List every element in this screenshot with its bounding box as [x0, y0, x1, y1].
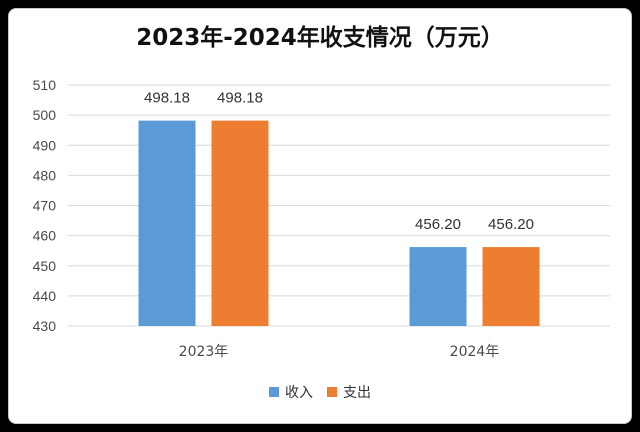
- data-label: 498.18: [217, 90, 263, 107]
- data-label: 456.20: [415, 216, 461, 233]
- x-tick-label: 2024年: [450, 344, 500, 360]
- x-tick-label: 2023年: [179, 344, 229, 360]
- chart-title: 2023年-2024年收支情况（万元）: [136, 25, 504, 51]
- y-tick-label: 470: [33, 198, 57, 214]
- y-tick-label: 500: [33, 107, 57, 123]
- y-tick-label: 450: [33, 258, 57, 274]
- y-tick-label: 490: [33, 137, 57, 153]
- bar: [409, 247, 467, 326]
- chart-legend: 收入 支出: [0, 382, 640, 402]
- y-tick-label: 460: [33, 228, 57, 244]
- bar: [482, 247, 540, 326]
- data-label: 498.18: [144, 90, 190, 107]
- y-tick-label: 510: [33, 77, 57, 93]
- legend-label-income: 收入: [285, 385, 313, 401]
- y-tick-label: 430: [33, 318, 57, 334]
- legend-swatch-expense: [327, 387, 337, 397]
- legend-item-income: 收入: [269, 382, 313, 402]
- y-tick-label: 480: [33, 167, 57, 183]
- y-tick-label: 440: [33, 288, 57, 304]
- legend-item-expense: 支出: [327, 382, 371, 402]
- legend-swatch-income: [269, 387, 279, 397]
- chart-frame: [8, 8, 632, 424]
- bar: [138, 120, 196, 326]
- bar: [211, 120, 269, 326]
- legend-label-expense: 支出: [343, 385, 371, 401]
- data-label: 456.20: [488, 216, 534, 233]
